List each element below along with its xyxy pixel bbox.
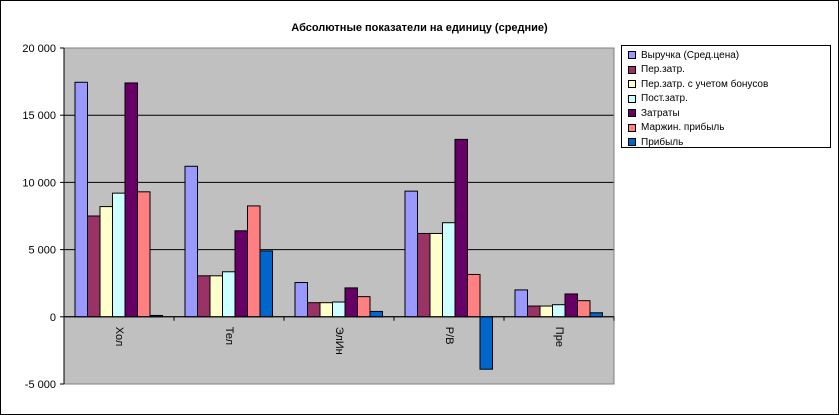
x-tick-label: ЭлИн [333,327,345,355]
legend-swatch [628,138,636,147]
legend-item: Выручка (Сред.цена) [628,48,830,63]
legend-swatch [628,94,636,103]
bar [404,190,418,318]
bar [564,293,578,318]
x-tick-label: Хол [113,327,125,347]
bar [429,232,443,318]
legend-label: Выручка (Сред.цена) [641,49,740,61]
x-tick-label: Тел [223,327,235,345]
bar [222,271,236,318]
legend-label: Пер.затр. с учетом бонусов [641,78,769,90]
legend-item: Затраты [628,106,830,121]
bar [259,250,273,318]
bar [577,300,591,318]
y-tick-label: 0 [50,312,56,324]
bar [589,312,603,318]
bar [552,304,566,318]
bar [137,191,151,318]
bar [442,222,456,318]
bar [467,273,481,318]
bar [294,282,308,318]
bar [307,302,321,318]
bar [197,275,211,318]
bar [527,305,541,318]
legend-item: Пер.затр. с учетом бонусов [628,77,830,92]
legend-label: Прибыль [641,136,684,148]
chart-title: Абсолютные показатели на единицу (средни… [291,22,548,34]
y-tick-label: -5 000 [25,379,56,391]
bar [112,192,126,318]
y-tick-label: 20 000 [22,43,56,55]
legend-item: Пер.затр. [628,63,830,78]
legend-swatch [628,80,636,89]
legend-swatch [628,109,636,118]
bar [87,215,101,318]
bar [344,287,358,318]
legend: Выручка (Сред.цена) Пер.затр. Пер.затр. с … [621,45,831,148]
bar [479,316,493,370]
x-tick-label: Пре [553,327,565,347]
legend-label: Пост.затр. [641,93,688,105]
bar [454,138,468,318]
legend-item: Маржин. прибыль [628,121,830,136]
bar [124,82,138,318]
y-tick-label: 10 000 [22,177,56,189]
bar [319,302,333,318]
bar [247,205,261,318]
bar [99,206,113,318]
bar [417,232,431,318]
legend-label: Пер.затр. [641,64,685,76]
bar [184,165,198,318]
bar [539,305,553,318]
plot-background [64,48,614,384]
x-tick-label: Р/В [443,327,455,345]
legend-item: Пост.затр. [628,92,830,107]
bar [369,310,383,318]
bar [357,296,371,318]
legend-label: Маржин. прибыль [641,122,725,134]
legend-label: Затраты [641,107,680,119]
bar [234,230,248,318]
y-tick-label: 5 000 [28,245,56,257]
bar [74,81,88,318]
y-tick-label: 15 000 [22,110,56,122]
legend-swatch [628,123,636,132]
bar [514,289,528,318]
bar [209,275,223,318]
bar [332,301,346,318]
legend-swatch [628,51,636,60]
legend-item: Прибыль [628,135,830,150]
legend-swatch [628,65,636,74]
